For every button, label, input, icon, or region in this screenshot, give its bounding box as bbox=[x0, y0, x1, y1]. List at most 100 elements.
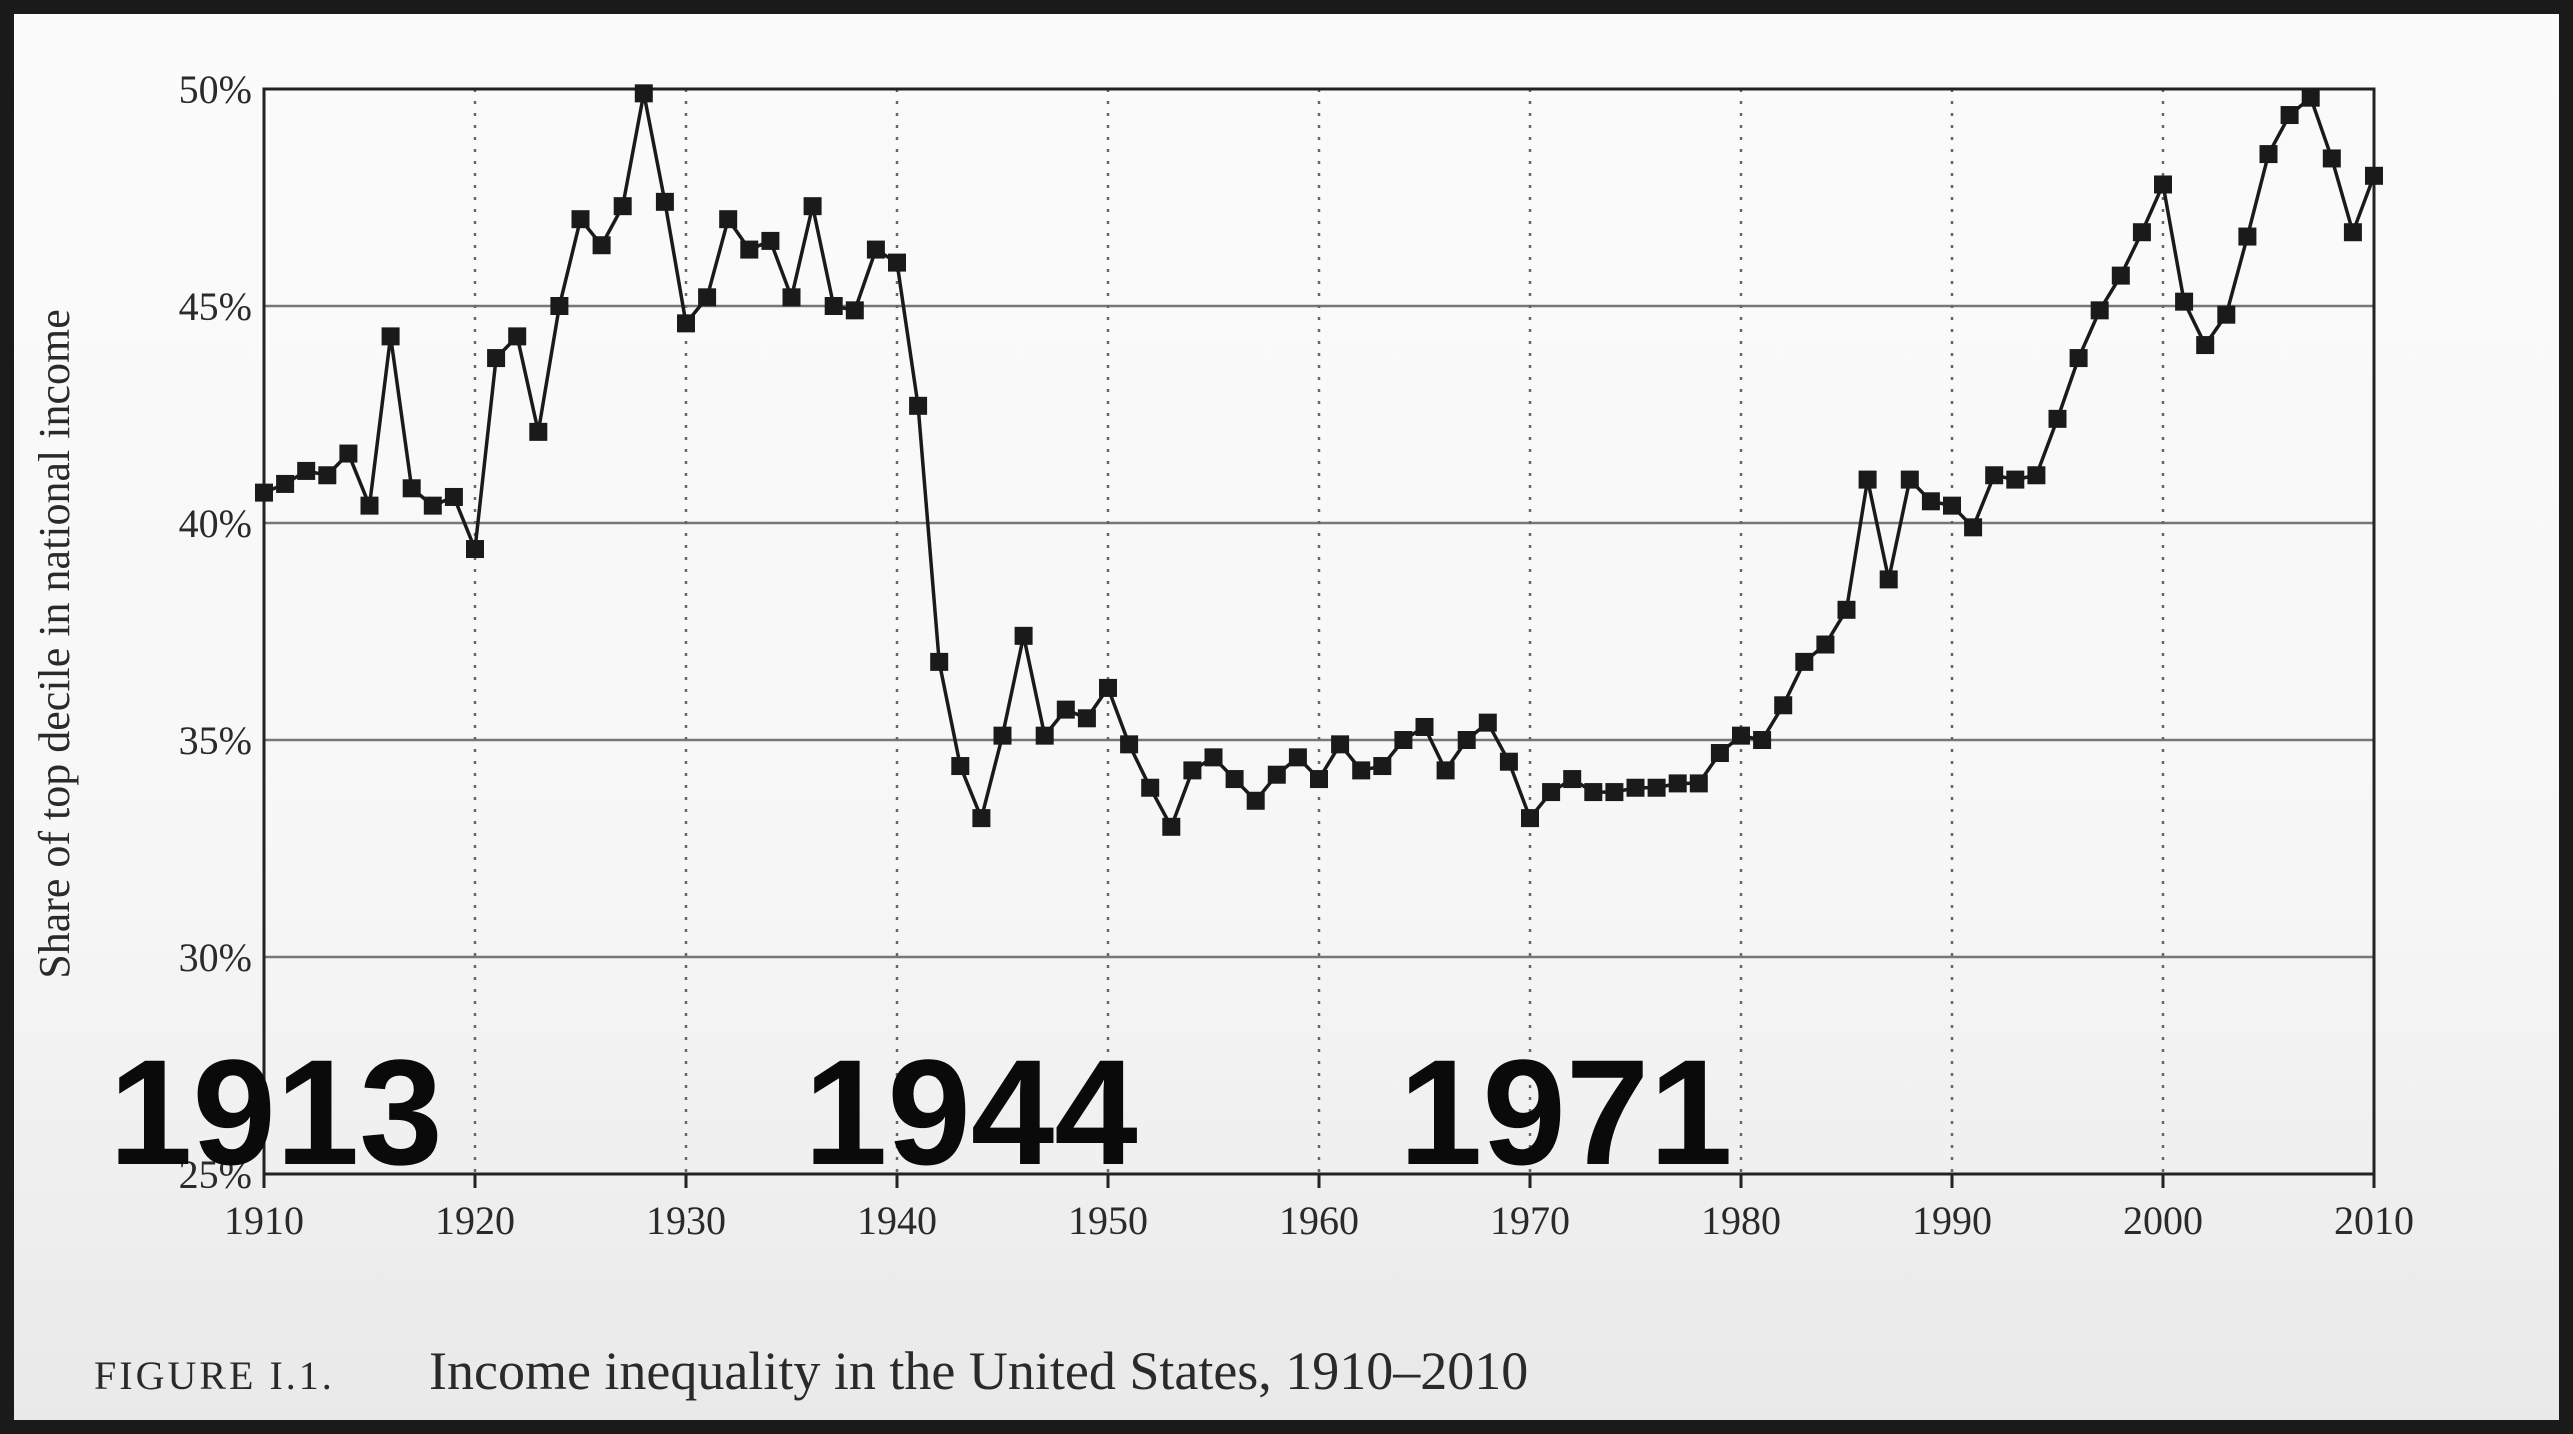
chart: Share of top decile in national income F… bbox=[30, 67, 2414, 1401]
data-point bbox=[1099, 678, 1117, 697]
data-point bbox=[360, 496, 379, 515]
data-point bbox=[487, 349, 506, 368]
data-point bbox=[1710, 744, 1729, 763]
data-point bbox=[1795, 652, 1814, 671]
data-point bbox=[1668, 774, 1687, 793]
data-point bbox=[1035, 726, 1054, 745]
photo-frame: Share of top decile in national income F… bbox=[14, 14, 2559, 1420]
data-point bbox=[2111, 266, 2130, 285]
data-point bbox=[1900, 470, 1919, 489]
data-point bbox=[2365, 166, 2383, 185]
data-point bbox=[1584, 783, 1603, 802]
data-point bbox=[1542, 783, 1561, 802]
data-point bbox=[1288, 748, 1307, 767]
caption-label: FIGURE I.1. bbox=[94, 1353, 335, 1398]
data-point bbox=[740, 240, 759, 259]
data-point bbox=[255, 483, 273, 502]
data-point bbox=[761, 231, 780, 250]
data-point bbox=[824, 297, 843, 315]
series-line bbox=[263, 93, 2376, 832]
data-point bbox=[1077, 709, 1096, 728]
data-point bbox=[1753, 731, 1772, 749]
y-tick-label: 30% bbox=[179, 935, 252, 980]
overlay-year: 1971 bbox=[1399, 1028, 1733, 1196]
data-point bbox=[888, 253, 906, 272]
data-point bbox=[845, 301, 864, 320]
data-point bbox=[508, 327, 527, 346]
data-point bbox=[782, 288, 801, 307]
data-point bbox=[529, 422, 548, 441]
data-point bbox=[2301, 88, 2320, 107]
data-point bbox=[655, 192, 674, 211]
data-point bbox=[993, 726, 1012, 745]
data-point bbox=[444, 487, 463, 506]
x-tick-label: 1970 bbox=[1490, 1198, 1570, 1243]
data-point bbox=[951, 757, 970, 776]
data-point bbox=[2027, 466, 2046, 485]
data-point bbox=[1943, 496, 1961, 515]
data-point bbox=[1436, 761, 1455, 780]
data-point bbox=[2175, 292, 2194, 311]
y-tick-label: 25% bbox=[179, 1152, 252, 1197]
data-point bbox=[1879, 570, 1898, 589]
data-point bbox=[1310, 770, 1328, 789]
data-point bbox=[613, 197, 632, 216]
data-point bbox=[1120, 735, 1139, 754]
data-point bbox=[1014, 626, 1033, 645]
caption: Income inequality in the United States, … bbox=[429, 1341, 1528, 1401]
x-tick-label: 1990 bbox=[1912, 1198, 1992, 1243]
y-tick-label: 35% bbox=[179, 718, 252, 763]
data-point bbox=[1225, 770, 1244, 789]
data-point bbox=[1626, 778, 1645, 797]
data-point bbox=[1499, 752, 1518, 771]
data-point bbox=[1921, 492, 1940, 511]
data-point bbox=[2343, 223, 2362, 242]
data-point bbox=[1204, 748, 1223, 767]
overlay-year: 1913 bbox=[109, 1028, 443, 1196]
y-tick-label: 40% bbox=[179, 501, 252, 546]
x-tick-label: 1960 bbox=[1279, 1198, 1359, 1243]
y-axis-label: Share of top decile in national income bbox=[30, 309, 79, 979]
data-point bbox=[2154, 175, 2172, 194]
x-tick-label: 1910 bbox=[224, 1198, 304, 1243]
data-point bbox=[1331, 735, 1350, 754]
data-point bbox=[592, 236, 611, 255]
data-point bbox=[550, 297, 569, 315]
data-point bbox=[297, 461, 316, 480]
y-tick-label: 50% bbox=[179, 67, 252, 112]
y-tick-label: 45% bbox=[179, 284, 252, 329]
data-point bbox=[402, 479, 421, 498]
data-point bbox=[571, 210, 590, 229]
overlay-year: 1944 bbox=[804, 1028, 1138, 1196]
data-point bbox=[423, 496, 442, 515]
data-point bbox=[1056, 700, 1075, 719]
data-point bbox=[1267, 765, 1286, 784]
data-point bbox=[2048, 409, 2067, 428]
data-point bbox=[1352, 761, 1371, 780]
data-point bbox=[1478, 713, 1497, 732]
data-point bbox=[2259, 145, 2278, 164]
x-tick-label: 1930 bbox=[646, 1198, 726, 1243]
data-point bbox=[2322, 149, 2341, 168]
data-point bbox=[634, 84, 653, 103]
data-point bbox=[1457, 731, 1476, 749]
data-point bbox=[1394, 731, 1413, 749]
data-point bbox=[930, 652, 949, 671]
data-point bbox=[1732, 726, 1750, 745]
data-point bbox=[2006, 470, 2025, 489]
data-point bbox=[1246, 791, 1265, 810]
data-point bbox=[2132, 223, 2151, 242]
data-point bbox=[1837, 600, 1856, 619]
data-point bbox=[318, 466, 337, 485]
x-tick-label: 1950 bbox=[1068, 1198, 1148, 1243]
data-point bbox=[2090, 301, 2109, 320]
data-point bbox=[2069, 349, 2088, 368]
data-point bbox=[1985, 466, 2004, 485]
data-point bbox=[719, 210, 738, 229]
data-point bbox=[2217, 305, 2236, 324]
x-tick-label: 1940 bbox=[857, 1198, 937, 1243]
data-point bbox=[1816, 635, 1835, 654]
x-tick-label: 2010 bbox=[2334, 1198, 2414, 1243]
data-point bbox=[1521, 809, 1539, 828]
